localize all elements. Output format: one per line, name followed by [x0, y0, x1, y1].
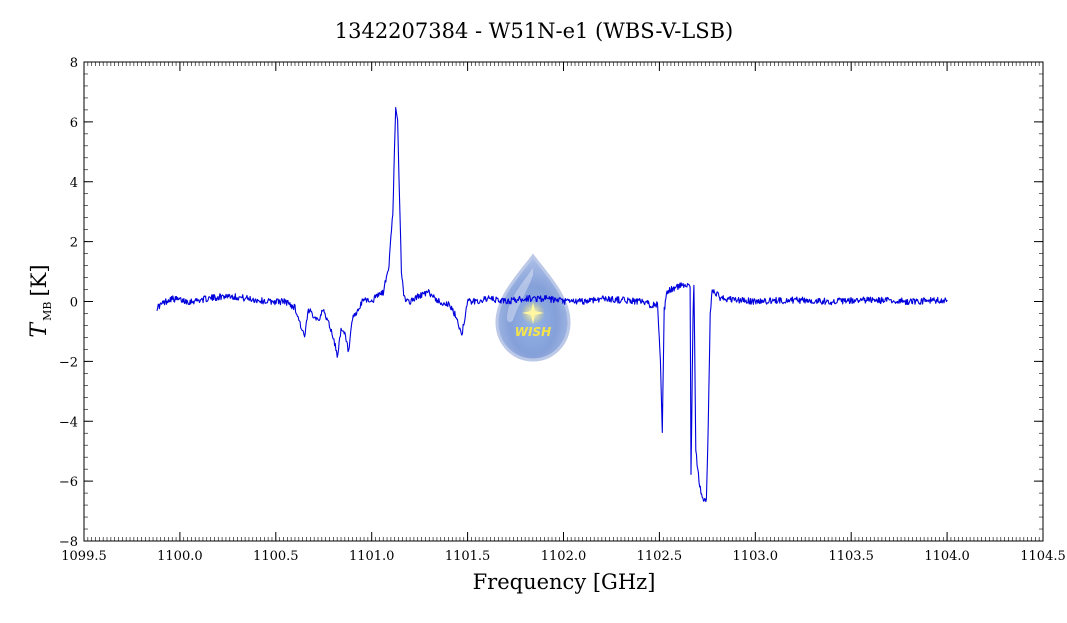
spectrum-line-0	[156, 107, 948, 503]
y-tick-label: 2	[70, 236, 78, 251]
y-tick-label: −4	[59, 415, 78, 430]
svg-text:TMB[K]: TMB [K]	[27, 264, 54, 337]
y-tick-label: −6	[59, 475, 78, 490]
y-tick-label: −8	[59, 535, 78, 550]
wish-logo: WISH	[495, 253, 571, 362]
x-tick-label: 1100.0	[157, 549, 203, 564]
x-tick-label: 1104.5	[1020, 549, 1066, 564]
x-axis-title: Frequency [GHz]	[473, 570, 656, 594]
x-tick-label: 1103.5	[828, 549, 874, 564]
x-tick-label: 1104.0	[924, 549, 970, 564]
y-axis-symbol: T	[27, 321, 52, 338]
x-tick-label: 1102.0	[541, 549, 587, 564]
y-tick-label: 4	[70, 176, 78, 191]
y-axis-title: TMB [K]	[27, 264, 54, 337]
y-axis-subscript: MB	[41, 302, 54, 321]
x-tick-label: 1102.5	[637, 549, 683, 564]
x-tick-label: 1103.0	[733, 549, 779, 564]
series-layer	[156, 107, 948, 503]
y-tick-label: 8	[70, 56, 78, 71]
x-tick-label: 1100.5	[253, 549, 299, 564]
x-tick-label: 1101.0	[349, 549, 395, 564]
x-tick-label: 1099.5	[61, 549, 107, 564]
x-tick-label: 1101.5	[445, 549, 491, 564]
y-axis-unit: [K]	[27, 264, 51, 296]
y-tick-label: 6	[70, 116, 78, 131]
y-tick-label: 0	[70, 296, 78, 311]
axes-layer: 1099.5 1100.0 1100.5 1101.0 1101.5 1102.0 1102…	[59, 56, 1066, 564]
y-tick-label: −2	[59, 355, 78, 370]
wish-logo-text: WISH	[515, 325, 551, 339]
chart-title: 1342207384 - W51N-e1 (WBS-V-LSB)	[335, 19, 734, 43]
